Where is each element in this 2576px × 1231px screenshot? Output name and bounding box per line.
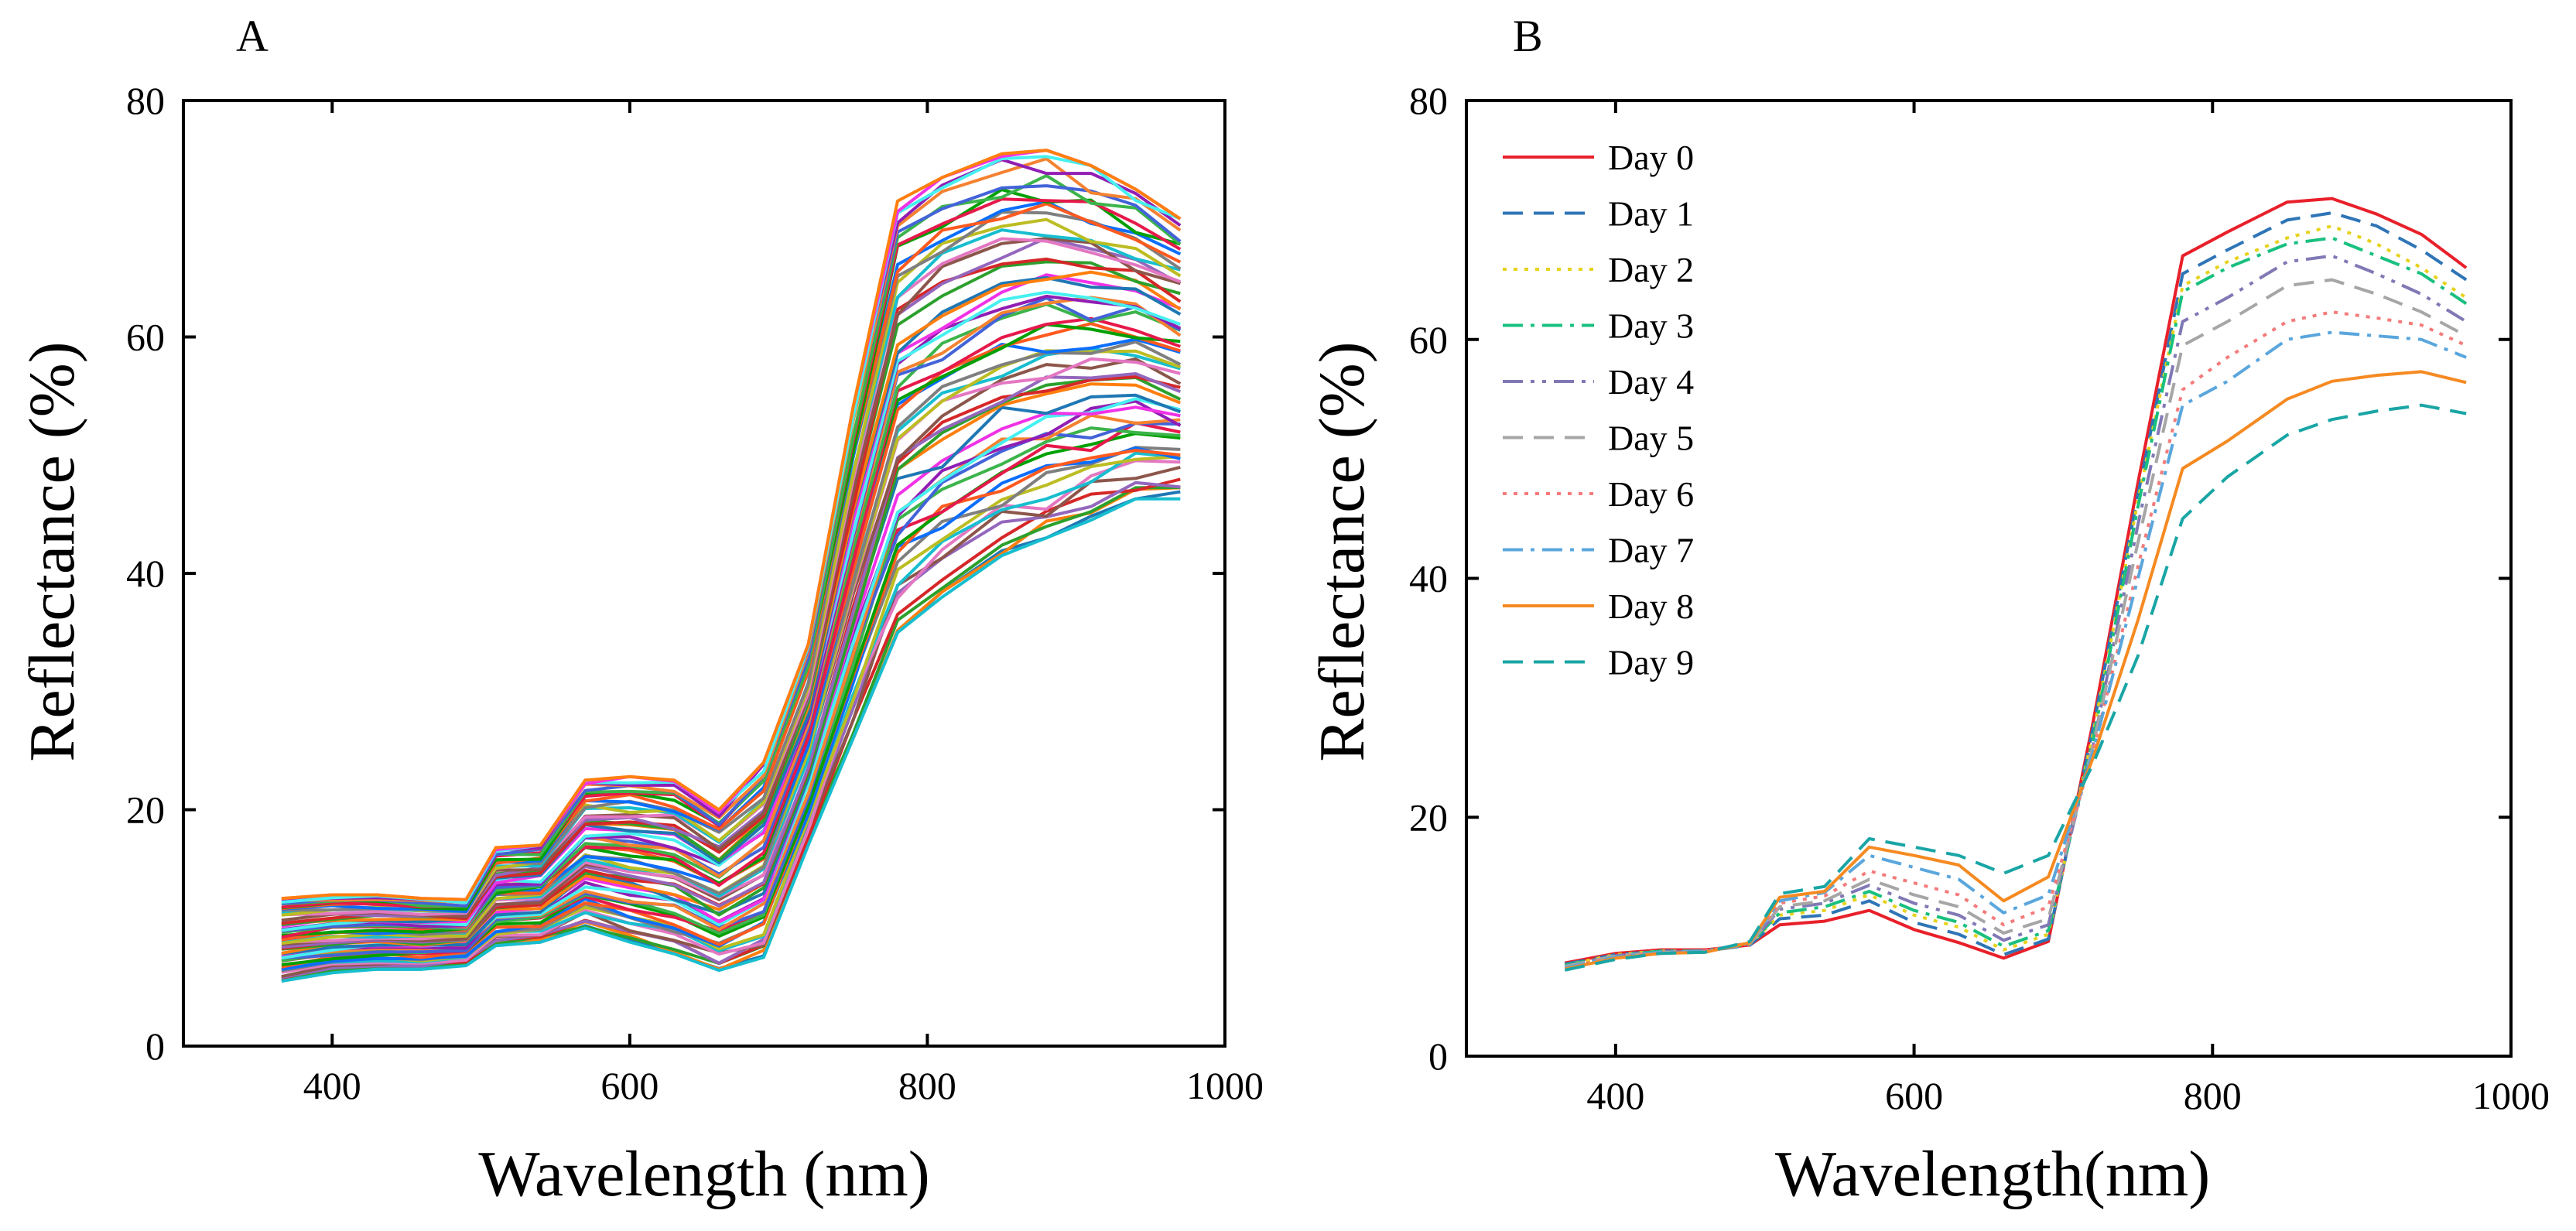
panel-a-spectrum-line (281, 323, 1181, 937)
panel-b-x-axis-label: Wavelength(nm) (1775, 1138, 2210, 1210)
panel-b-y-tick-label: 0 (1428, 1034, 1448, 1078)
panel-b-legend-label-day-0: Day 0 (1608, 138, 1694, 177)
panel-b-legend: Day 0 Day 1 Day 2 Day 3 Day 4 Day 5 Day 6 Day 7… (1503, 138, 1694, 682)
panel-a-series (281, 149, 1182, 983)
panel-b-legend-label-day-8: Day 8 (1608, 586, 1694, 626)
panel-a-axes: 400 600 800 1000 0 20 40 60 80 (126, 79, 1264, 1107)
panel-a-x-axis-label: Wavelength (nm) (478, 1138, 929, 1210)
panel-b-legend-label-day-9: Day 9 (1608, 643, 1694, 682)
panel-b-x-tick-label: 400 (1586, 1074, 1644, 1117)
panel-b-series-line-day-9 (1564, 403, 2467, 972)
panel-a-spectrum-upper-line (281, 149, 1182, 901)
panel-a-spectrum-line (281, 480, 1181, 980)
panel-b-legend-label-day-4: Day 4 (1608, 362, 1694, 402)
panel-a-spectrum-line (281, 449, 1181, 969)
panel-b-y-tick-label: 20 (1409, 795, 1448, 839)
panel-b: B 400 600 800 1000 0 20 40 60 80 Day 0 Day 1 Day 2… (1306, 11, 2550, 1210)
panel-b-series-line-day-7 (1564, 330, 2467, 969)
panel-a-x-tick-label: 800 (898, 1064, 956, 1107)
panel-a-spectrum-line (281, 376, 1182, 951)
panel-a-x-tick-label: 600 (600, 1064, 659, 1107)
panel-a-x-tick-label: 1000 (1186, 1064, 1264, 1107)
panel-b-legend-label-day-2: Day 2 (1608, 250, 1694, 289)
panel-a-y-tick-label: 0 (145, 1024, 165, 1068)
panel-b-legend-label-day-7: Day 7 (1608, 531, 1694, 570)
panel-a-spectrum-line (281, 275, 1182, 925)
panel-b-y-tick-label: 40 (1409, 557, 1448, 600)
panel-a-y-tick-label: 40 (126, 552, 165, 595)
panel-a-y-axis-label: Reflectance (%) (16, 341, 88, 761)
panel-b-y-tick-label: 60 (1409, 318, 1448, 361)
panel-b-x-tick-label: 1000 (2472, 1074, 2550, 1117)
panel-b-series-line-day-2 (1564, 224, 2468, 967)
panel-b-series-line-day-3 (1564, 236, 2468, 967)
panel-b-axes: 400 600 800 1000 0 20 40 60 80 (1409, 79, 2550, 1117)
panel-b-legend-label-day-1: Day 1 (1608, 194, 1694, 234)
panel-a-letter: A (236, 11, 269, 61)
panel-b-series (1564, 197, 2468, 972)
panel-a-y-tick-label: 60 (126, 316, 165, 359)
panel-b-letter: B (1513, 11, 1543, 61)
panel-b-x-tick-label: 800 (2184, 1074, 2242, 1117)
panel-a-spectrum-line (281, 421, 1181, 963)
panel-a-spectrum-line (281, 357, 1182, 946)
panel-a-y-tick-label: 20 (126, 788, 165, 832)
panel-b-legend-label-day-6: Day 6 (1608, 474, 1694, 514)
panel-b-series-line-day-6 (1564, 310, 2467, 969)
panel-a-spectrum-lower-line (281, 497, 1181, 983)
panel-a-spectrum-line (281, 340, 1182, 942)
panel-a-spectrum-line (281, 459, 1181, 974)
panel-a-x-tick-label: 400 (303, 1064, 361, 1107)
panel-a-spectrum-line (281, 290, 1181, 932)
panel-b-legend-label-day-3: Day 3 (1608, 306, 1694, 346)
panel-b-legend-label-day-5: Day 5 (1608, 419, 1694, 458)
panel-a-spectrum-line (281, 184, 1182, 908)
panel-a: A 400 600 800 1000 0 20 40 60 80 Wavelength (nm)… (16, 11, 1264, 1210)
panel-b-y-tick-label: 80 (1409, 79, 1448, 122)
panel-a-y-tick-label: 80 (126, 79, 165, 122)
panel-b-x-tick-label: 600 (1885, 1074, 1943, 1117)
panel-b-y-axis-label: Reflectance (%) (1306, 341, 1378, 761)
